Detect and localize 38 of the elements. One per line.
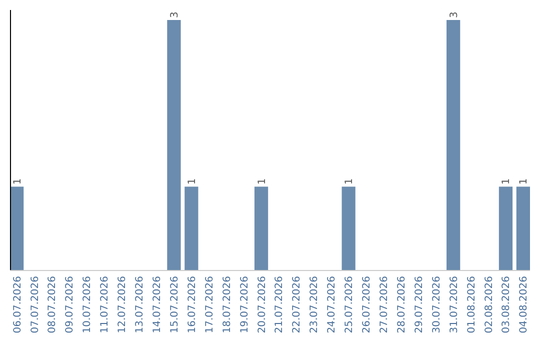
x-tick-label: 25.07.2026	[344, 276, 356, 334]
x-tick-label: 13.07.2026	[134, 276, 146, 334]
x-tick-label: 29.07.2026	[414, 276, 425, 334]
data-label: 1	[344, 178, 356, 185]
x-tick-label: 28.07.2026	[396, 276, 408, 334]
x-tick-label: 06.07.2026	[12, 276, 24, 334]
x-tick-label: 16.07.2026	[186, 276, 198, 334]
x-tick-label: 04.08.2026	[518, 276, 530, 334]
x-tick-label: 20.07.2026	[256, 276, 268, 334]
x-tick-label: 27.07.2026	[379, 276, 390, 334]
x-tick-label: 08.07.2026	[47, 276, 58, 334]
x-tick-label: 19.07.2026	[239, 276, 250, 334]
data-label: 1	[518, 178, 530, 185]
data-label: 1	[501, 178, 512, 185]
x-tick-label: 18.07.2026	[222, 276, 233, 334]
x-tick-label: 11.07.2026	[100, 276, 111, 334]
x-tick-label: 26.07.2026	[362, 276, 373, 334]
data-label: 1	[12, 178, 24, 185]
data-label: 1	[186, 178, 198, 185]
x-tick-label: 02.08.2026	[484, 276, 495, 334]
x-tick-label: 14.07.2026	[152, 276, 163, 334]
x-tick-label: 24.07.2026	[326, 276, 338, 334]
data-label: 1	[256, 178, 268, 185]
x-tick-label: 15.07.2026	[169, 276, 180, 334]
x-tick-label: 09.07.2026	[64, 276, 76, 334]
x-tick-label: 31.07.2026	[448, 276, 460, 334]
x-tick-label: 30.07.2026	[431, 276, 442, 334]
x-tick-label: 07.07.2026	[30, 276, 41, 334]
x-tick-label: 21.07.2026	[274, 276, 286, 334]
x-tick-label: 17.07.2026	[204, 276, 216, 334]
data-label: 3	[169, 12, 180, 18]
x-tick-label: 10.07.2026	[82, 276, 94, 334]
x-tick-label: 01.08.2026	[466, 276, 478, 334]
x-tick-label: 03.08.2026	[501, 276, 512, 334]
x-tick-label: 12.07.2026	[117, 276, 128, 334]
x-tick-label: 22.07.2026	[292, 276, 303, 334]
x-tick-label: 23.07.2026	[309, 276, 320, 334]
data-label: 3	[448, 12, 460, 18]
